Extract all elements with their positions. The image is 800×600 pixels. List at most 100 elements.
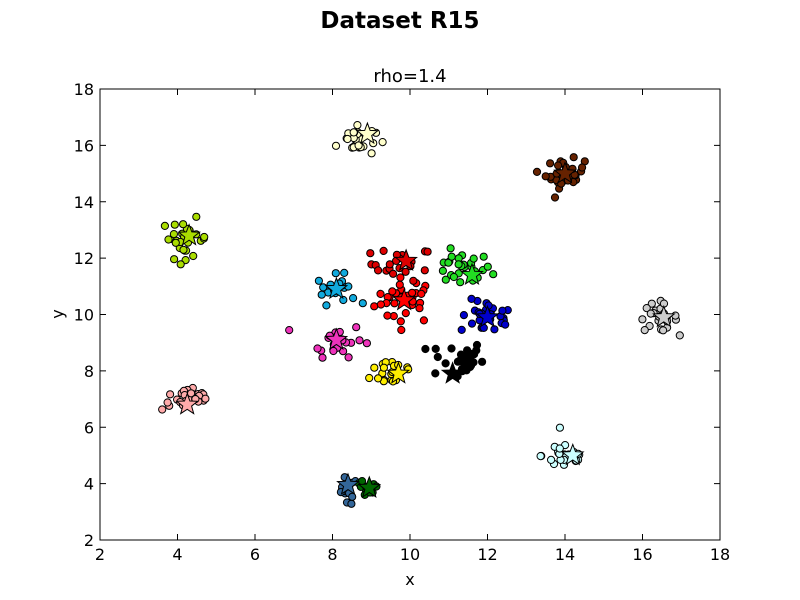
data-point <box>385 260 394 269</box>
y-tick-label: 16 <box>74 136 94 155</box>
data-point <box>348 492 357 501</box>
data-point <box>170 220 179 229</box>
x-tick-label: 4 <box>172 545 182 564</box>
data-point <box>446 244 455 253</box>
y-tick-label: 14 <box>74 193 94 212</box>
data-point <box>353 121 362 130</box>
data-point <box>472 340 482 350</box>
centroid-star <box>394 248 418 271</box>
data-point <box>421 344 430 354</box>
y-tick-label: 4 <box>84 475 94 494</box>
data-point <box>158 405 167 414</box>
data-point <box>170 255 179 264</box>
data-point <box>314 276 323 285</box>
data-point <box>374 266 383 275</box>
centroid-star <box>460 262 484 286</box>
data-point <box>370 363 379 372</box>
centroid-star <box>177 223 201 246</box>
points-layer <box>158 121 684 508</box>
ticks-layer: 2 4 6 8 10 12 14 16 18 2 4 6 8 10 12 14 16 18 <box>74 80 731 564</box>
data-point <box>355 336 364 345</box>
x-tick-label: 2 <box>95 545 105 564</box>
data-point <box>401 267 410 276</box>
data-point <box>449 272 458 282</box>
y-tick-label: 8 <box>84 362 94 381</box>
data-point <box>550 193 560 202</box>
data-point <box>376 289 385 298</box>
centroid-star <box>560 442 585 466</box>
data-point <box>659 326 668 335</box>
data-point <box>285 326 294 335</box>
data-point <box>317 290 326 299</box>
data-point <box>441 275 450 284</box>
data-point <box>483 262 492 271</box>
data-point <box>454 260 463 269</box>
data-point <box>419 316 428 325</box>
data-point <box>640 326 649 335</box>
data-point <box>362 339 371 348</box>
data-point <box>344 353 353 362</box>
data-point <box>200 232 209 242</box>
data-point <box>395 280 404 289</box>
centroid-star <box>324 327 349 350</box>
data-point <box>349 294 358 303</box>
data-point <box>417 289 426 298</box>
data-point <box>501 320 510 329</box>
data-point <box>396 317 405 326</box>
centroid-star <box>355 121 380 145</box>
data-point <box>164 235 173 244</box>
data-point <box>420 266 429 275</box>
data-point <box>201 394 210 403</box>
data-point <box>408 288 417 297</box>
data-point <box>313 344 322 353</box>
data-point <box>467 361 476 370</box>
data-point <box>166 390 175 399</box>
data-point <box>431 369 440 378</box>
x-tick-label: 6 <box>250 545 260 564</box>
centroids-layer <box>175 121 676 498</box>
data-point <box>389 269 398 278</box>
data-point <box>171 238 180 247</box>
data-point <box>457 325 466 334</box>
data-point <box>462 350 471 359</box>
data-point <box>376 300 385 309</box>
data-point <box>365 373 374 383</box>
data-point <box>179 245 188 254</box>
data-point <box>456 278 465 287</box>
plot-frame <box>99 88 721 541</box>
data-point <box>498 306 507 315</box>
data-point <box>349 128 358 137</box>
data-point <box>331 141 341 150</box>
data-point <box>467 294 476 303</box>
data-point <box>358 477 367 486</box>
y-tick-label: 18 <box>74 80 94 99</box>
data-point <box>370 302 379 311</box>
data-point <box>438 266 447 275</box>
y-tick-label: 6 <box>84 418 94 437</box>
data-point <box>447 252 456 261</box>
data-point <box>647 299 656 308</box>
data-point <box>331 269 340 278</box>
x-axis-label: x <box>405 570 414 589</box>
data-point <box>578 163 587 172</box>
x-tick-label: 8 <box>327 545 337 564</box>
data-point <box>388 287 397 296</box>
data-point <box>163 398 172 407</box>
data-point <box>383 311 392 320</box>
centroid-star <box>336 472 360 496</box>
data-point <box>458 357 467 366</box>
y-tick-label: 12 <box>74 249 94 268</box>
data-point <box>322 301 331 310</box>
data-point <box>358 299 367 308</box>
figure-title: Dataset R15 <box>320 8 480 34</box>
data-point <box>554 161 563 170</box>
centroid-star <box>386 361 411 384</box>
data-point <box>441 359 450 368</box>
data-point <box>467 319 477 328</box>
data-point <box>470 350 479 359</box>
data-point <box>532 167 542 176</box>
data-point <box>401 309 410 318</box>
y-axis-label: y <box>48 309 67 318</box>
chart-subtitle: rho=1.4 <box>373 66 446 87</box>
